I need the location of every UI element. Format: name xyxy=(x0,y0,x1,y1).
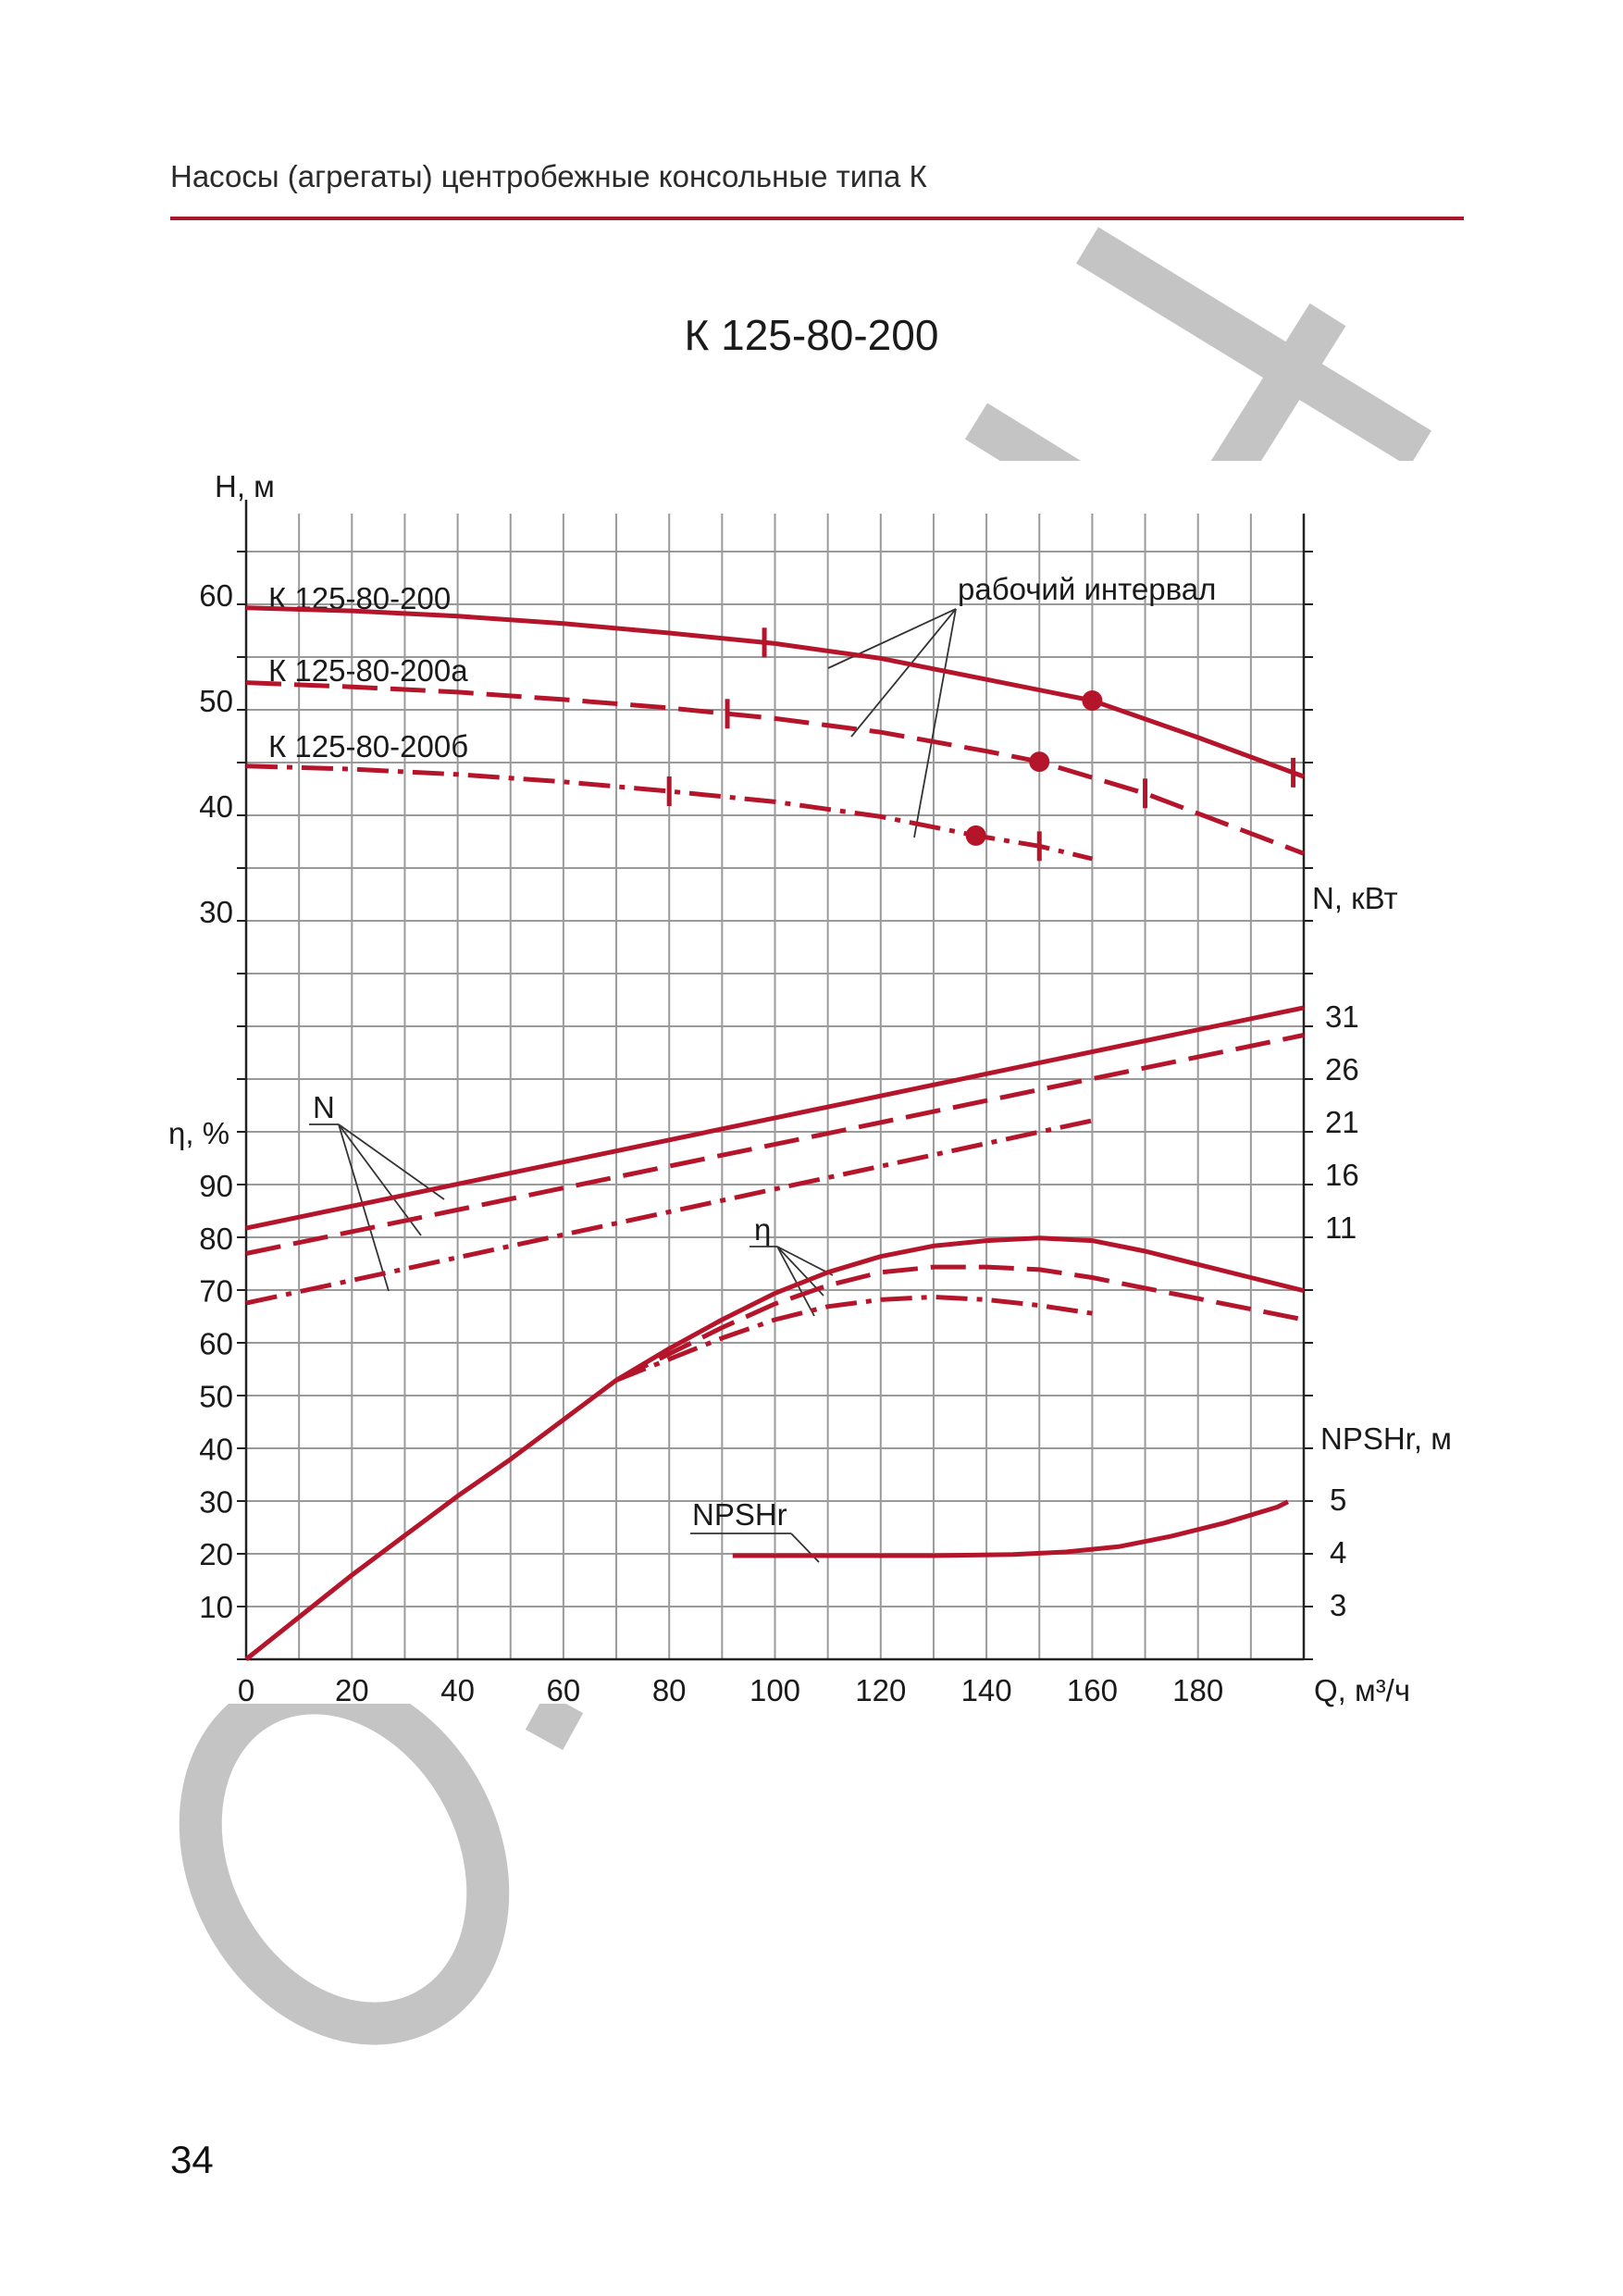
curve-n-dashdot xyxy=(245,1118,1093,1306)
chart-grid xyxy=(246,514,1305,1660)
x-axis-label: Q, м³/ч xyxy=(1314,1673,1410,1707)
leader-line xyxy=(338,1123,445,1200)
eta-tick-label: 30 xyxy=(199,1484,233,1519)
leader-line xyxy=(850,608,957,738)
x-tick-label: 100 xyxy=(750,1673,800,1707)
curve-eta-dashdot xyxy=(615,1295,1093,1383)
eta-tick-label: 80 xyxy=(199,1222,233,1256)
x-tick-label: 40 xyxy=(440,1673,475,1707)
nominal-point-marker xyxy=(1082,690,1103,711)
h-tick-label: 30 xyxy=(199,895,233,929)
eta-axis-label: η, % xyxy=(168,1116,229,1150)
chart-axes xyxy=(237,500,1313,1661)
x-tick-label: 80 xyxy=(652,1673,687,1707)
leader-line xyxy=(338,1123,390,1292)
x-tick-label: 0 xyxy=(238,1673,254,1707)
watermark-stroke xyxy=(1205,303,1346,493)
watermark-ring xyxy=(179,1671,510,2045)
n-tick-label: 31 xyxy=(1325,999,1359,1034)
nominal-point-marker xyxy=(965,825,986,846)
header-rule xyxy=(170,217,1464,220)
n-tick-label: 21 xyxy=(1325,1105,1359,1139)
header-title: Насосы (агрегаты) центробежные консольны… xyxy=(170,159,927,193)
curve-name-label: К 125-80-200а xyxy=(268,653,468,688)
curve-n-solid xyxy=(245,1005,1305,1231)
curve-eta-dashed xyxy=(614,1264,1305,1383)
chart-series xyxy=(244,605,1305,1661)
eta-tick-label: 90 xyxy=(199,1169,233,1203)
chart-ticks: 0 20 40 60 80 100 120 140 160 180 Q, м³/ч 30 40 50 60 Н… xyxy=(168,469,1452,1707)
x-tick-label: 60 xyxy=(547,1673,581,1707)
npsh-axis-label: NPSHr, м xyxy=(1320,1421,1452,1456)
eta-tick-label: 40 xyxy=(199,1432,233,1466)
x-tick-label: 180 xyxy=(1172,1673,1223,1707)
n-tick-label: 16 xyxy=(1325,1158,1359,1192)
leader-line xyxy=(776,1246,815,1317)
n-tick-label: 26 xyxy=(1325,1052,1359,1086)
n-curves-label: N xyxy=(313,1090,335,1124)
chart-background xyxy=(215,461,1455,1704)
h-tick-label: 40 xyxy=(199,789,233,824)
x-tick-label: 120 xyxy=(855,1673,906,1707)
leader-line xyxy=(913,608,957,838)
working-interval-label: рабочий интервал xyxy=(958,572,1216,606)
leader-line xyxy=(827,608,957,669)
n-axis-label: N, кВт xyxy=(1312,881,1398,915)
nominal-point-marker xyxy=(1029,751,1050,773)
eta-tick-label: 70 xyxy=(199,1274,233,1309)
curve-npsh-solid xyxy=(732,1499,1290,1558)
n-tick-label: 11 xyxy=(1325,1210,1357,1245)
x-tick-label: 20 xyxy=(335,1673,369,1707)
npsh-curve-label: NPSHr xyxy=(692,1497,787,1532)
h-axis-label: Н, м xyxy=(215,469,275,503)
npsh-tick-label: 5 xyxy=(1330,1483,1346,1517)
curve-h-solid xyxy=(245,605,1305,779)
curve-h-dashed xyxy=(245,680,1305,856)
npsh-tick-label: 4 xyxy=(1330,1535,1346,1570)
eta-tick-label: 50 xyxy=(199,1380,233,1414)
eta-curves-label: η xyxy=(754,1212,771,1247)
curve-name-label: К 125-80-200б xyxy=(268,729,468,763)
curve-h-dashdot xyxy=(245,763,1093,862)
curve-n-dashed xyxy=(245,1033,1305,1256)
leader-line xyxy=(776,1246,834,1276)
leader-line xyxy=(338,1123,422,1236)
h-tick-label: 50 xyxy=(199,684,233,718)
eta-tick-label: 60 xyxy=(199,1327,233,1361)
page-number: 34 xyxy=(170,2138,214,2181)
eta-tick-label: 20 xyxy=(199,1537,233,1571)
x-tick-label: 140 xyxy=(961,1673,1012,1707)
chart-title: К 125-80-200 xyxy=(684,311,939,359)
eta-tick-label: 10 xyxy=(199,1590,233,1624)
curve-eta-solid xyxy=(244,1235,1305,1661)
npsh-tick-label: 3 xyxy=(1330,1588,1346,1622)
x-tick-label: 160 xyxy=(1067,1673,1118,1707)
watermark-stroke xyxy=(1076,227,1431,467)
watermark-stroke xyxy=(525,1692,584,1751)
h-tick-label: 60 xyxy=(199,578,233,613)
